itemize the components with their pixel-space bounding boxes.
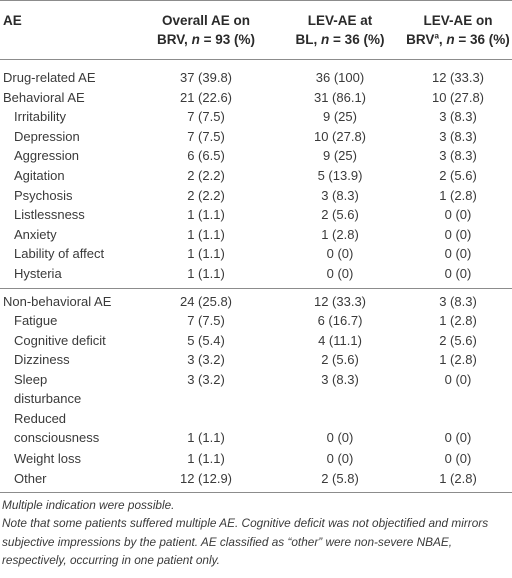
behavioral-section: Drug-related AE 37 (39.8) 36 (100) 12 (33.3… (0, 60, 512, 288)
table-row: Aggression 6 (6.5) 9 (25) 3 (8.3) (14, 148, 477, 164)
table-row: Agitation 2 (2.2) 5 (13.9) 2 (5.6) (14, 167, 477, 183)
header-lev-ae-bl: LEV-AE at BL, n = 36 (%) (295, 13, 385, 47)
table-row: Lability of affect 1 (1.1) 0 (0) 0 (0) (14, 246, 472, 262)
table-row: Non-behavioral AE 24 (25.8) 12 (33.3) 3 (8.… (3, 293, 477, 309)
table-row: Reduced consciousness 1 (1.1) 0 (0) 0 (0) (14, 410, 472, 446)
table-row: Depression 7 (7.5) 10 (27.8) 3 (8.3) (14, 128, 477, 144)
footnote-2: Note that some patients suffered multipl… (2, 516, 489, 567)
table-row: Fatigue 7 (7.5) 6 (16.7) 1 (2.8) (14, 313, 477, 329)
table-row: Hysteria 1 (1.1) 0 (0) 0 (0) (14, 265, 472, 281)
table-row: Dizziness 3 (3.2) 2 (5.6) 1 (2.8) (14, 352, 477, 368)
header-lev-ae-brv: LEV-AE on BRVa, n = 36 (%) (406, 13, 510, 47)
non-behavioral-section: Non-behavioral AE 24 (25.8) 12 (33.3) 3 (8.… (0, 287, 512, 494)
table-row: Sleep disturbance 3 (3.2) 3 (8.3) 0 (0) (14, 371, 472, 407)
header-overall-ae: Overall AE on BRV, n = 93 (%) (157, 13, 255, 47)
table-footnotes: Multiple indication were possible. Note … (0, 493, 512, 569)
table-row: Cognitive deficit 5 (5.4) 4 (11.1) 2 (5.6) (14, 332, 477, 348)
table-row: Drug-related AE 37 (39.8) 36 (100) 12 (33.3… (3, 70, 485, 85)
table-header: AE Overall AE on BRV, n = 93 (%) LEV-AE … (0, 0, 512, 60)
table-row: Behavioral AE 21 (22.6) 31 (86.1) 10 (27.8) (3, 89, 485, 105)
header-ae: AE (3, 13, 22, 28)
table-row: Irritability 7 (7.5) 9 (25) 3 (8.3) (14, 109, 477, 125)
table-row: Other 12 (12.9) 2 (5.8) 1 (2.8) (14, 470, 477, 486)
table-row: Weight loss 1 (1.1) 0 (0) 0 (0) (14, 450, 472, 466)
table-row: Listlessness 1 (1.1) 2 (5.6) 0 (0) (14, 207, 472, 223)
table-row: Anxiety 1 (1.1) 1 (2.8) 0 (0) (14, 226, 472, 242)
table-row: Psychosis 2 (2.2) 3 (8.3) 1 (2.8) (14, 187, 477, 203)
footnote-1: Multiple indication were possible. (2, 498, 175, 513)
